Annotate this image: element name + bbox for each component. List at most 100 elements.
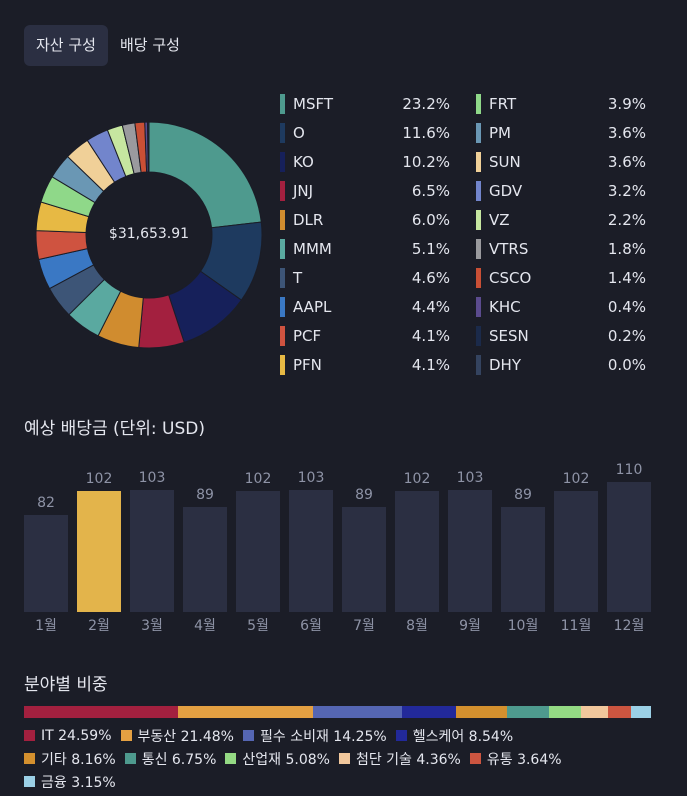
sector-segment: [608, 706, 632, 718]
dividend-bar-value: 89: [514, 487, 532, 503]
legend-ticker: AAPL: [293, 297, 332, 316]
legend-item-vz: VZ 2.2%: [476, 205, 646, 234]
donut-slice-sesn[interactable]: [147, 121, 150, 173]
dividend-bar[interactable]: [342, 507, 386, 612]
dividend-bar[interactable]: [607, 482, 651, 612]
legend-percent: 10.2%: [402, 152, 450, 171]
portfolio-total: $31,653.91: [108, 226, 190, 242]
sector-legend-line: 금융 3.15%: [24, 770, 664, 793]
legend-item-pcf: PCF 4.1%: [280, 321, 450, 350]
sector-legend-item: 금융 3.15%: [24, 772, 116, 792]
dividend-bar[interactable]: [554, 491, 598, 612]
legend-percent: 23.2%: [402, 94, 450, 113]
sector-stacked-bar: [24, 706, 651, 718]
legend-swatch: [280, 93, 285, 114]
legend-percent: 4.1%: [411, 355, 450, 374]
sector-legend-item: 필수 소비재 14.25%: [243, 726, 387, 746]
sector-label: IT 24.59%: [41, 727, 112, 744]
sector-segment: [402, 706, 456, 718]
legend-item-vtrs: VTRS 1.8%: [476, 234, 646, 263]
legend-item-sesn: SESN 0.2%: [476, 321, 646, 350]
sector-segment: [549, 706, 582, 718]
legend-ticker: DHY: [489, 355, 521, 374]
dividend-bar[interactable]: [130, 490, 174, 612]
dividend-month-label: 5월: [247, 618, 269, 634]
dividend-bar[interactable]: [395, 491, 439, 612]
dividend-bar[interactable]: [24, 515, 68, 612]
legend-ticker: PM: [489, 123, 511, 142]
legend-percent: 4.1%: [411, 326, 450, 345]
legend-ticker: MMM: [293, 239, 332, 258]
legend-item-frt: FRT 3.9%: [476, 89, 646, 118]
dividend-month-label: 9월: [459, 618, 481, 634]
sector-swatch: [24, 776, 35, 787]
sector-segment: [178, 706, 313, 718]
dividend-bar[interactable]: [501, 507, 545, 612]
legend-percent: 1.4%: [607, 268, 646, 287]
sector-swatch: [338, 753, 350, 764]
tab-asset-composition[interactable]: 자산 구성: [24, 25, 108, 66]
legend-ticker: VZ: [489, 210, 510, 229]
legend-item-sun: SUN 3.6%: [476, 147, 646, 176]
legend-percent: 1.8%: [607, 239, 646, 258]
sector-swatch: [24, 753, 35, 764]
dividend-month-label: 12월: [613, 618, 645, 634]
tab-dividend-composition[interactable]: 배당 구성: [119, 36, 180, 54]
legend-percent: 3.6%: [607, 123, 646, 142]
legend-item-mmm: MMM 5.1%: [280, 234, 450, 263]
legend-swatch: [476, 325, 481, 346]
legend-swatch: [280, 238, 285, 259]
sector-swatch: [243, 730, 254, 741]
legend-ticker: KO: [293, 152, 314, 171]
legend-swatch: [476, 93, 481, 114]
dividend-month-5: 102 5월: [236, 456, 280, 640]
legend-swatch: [280, 267, 285, 288]
legend-swatch: [476, 267, 481, 288]
legend-item-gdv: GDV 3.2%: [476, 176, 646, 205]
donut-slice-msft[interactable]: [148, 121, 262, 229]
holdings-legend-left: MSFT 23.2% O 11.6% KO 10.2% JNJ 6.5% DLR 6.0% MMM 5…: [280, 89, 450, 379]
sector-swatch: [469, 753, 481, 764]
legend-percent: 0.4%: [607, 297, 646, 316]
sector-legend-item: IT 24.59%: [24, 728, 112, 744]
dividend-bar[interactable]: [448, 490, 492, 612]
legend-item-aapl: AAPL 4.4%: [280, 292, 450, 321]
dividend-bar-value: 110: [615, 462, 643, 478]
legend-item-csco: CSCO 1.4%: [476, 263, 646, 292]
dividend-month-label: 1월: [35, 618, 57, 634]
legend-ticker: SUN: [489, 152, 521, 171]
legend-ticker: PCF: [293, 326, 322, 345]
dividend-bar-value: 102: [85, 471, 113, 487]
legend-item-t: T 4.6%: [280, 263, 450, 292]
dividend-month-8: 102 8월: [395, 456, 439, 640]
dividend-bar[interactable]: [77, 491, 121, 612]
legend-item-jnj: JNJ 6.5%: [280, 176, 450, 205]
legend-ticker: FRT: [489, 94, 517, 113]
legend-swatch: [476, 354, 481, 375]
sector-legend-item: 유통 3.64%: [469, 749, 562, 769]
dividend-bar-value: 89: [196, 487, 214, 503]
sector-segment: [581, 706, 609, 718]
dividend-bar[interactable]: [183, 507, 227, 612]
legend-swatch: [476, 238, 481, 259]
legend-ticker: SESN: [489, 326, 529, 345]
legend-item-pm: PM 3.6%: [476, 118, 646, 147]
dividend-month-label: 2월: [88, 618, 110, 634]
sector-segment: [455, 706, 507, 718]
legend-percent: 3.2%: [607, 181, 646, 200]
legend-percent: 2.2%: [607, 210, 646, 229]
sector-segment: [24, 706, 179, 718]
tab-bar: 자산 구성 배당 구성: [24, 25, 192, 66]
sector-segment: [312, 706, 403, 718]
legend-swatch: [280, 325, 285, 346]
legend-swatch: [476, 296, 481, 317]
dividend-month-7: 89 7월: [342, 456, 386, 640]
dividend-month-label: 10월: [507, 618, 539, 634]
dividend-bar[interactable]: [289, 490, 333, 612]
dividend-month-label: 8월: [406, 618, 428, 634]
sector-label: 기타 8.16%: [41, 751, 116, 768]
legend-item-pfn: PFN 4.1%: [280, 350, 450, 379]
sector-swatch: [124, 753, 136, 764]
legend-swatch: [280, 180, 285, 201]
dividend-bar[interactable]: [236, 491, 280, 612]
